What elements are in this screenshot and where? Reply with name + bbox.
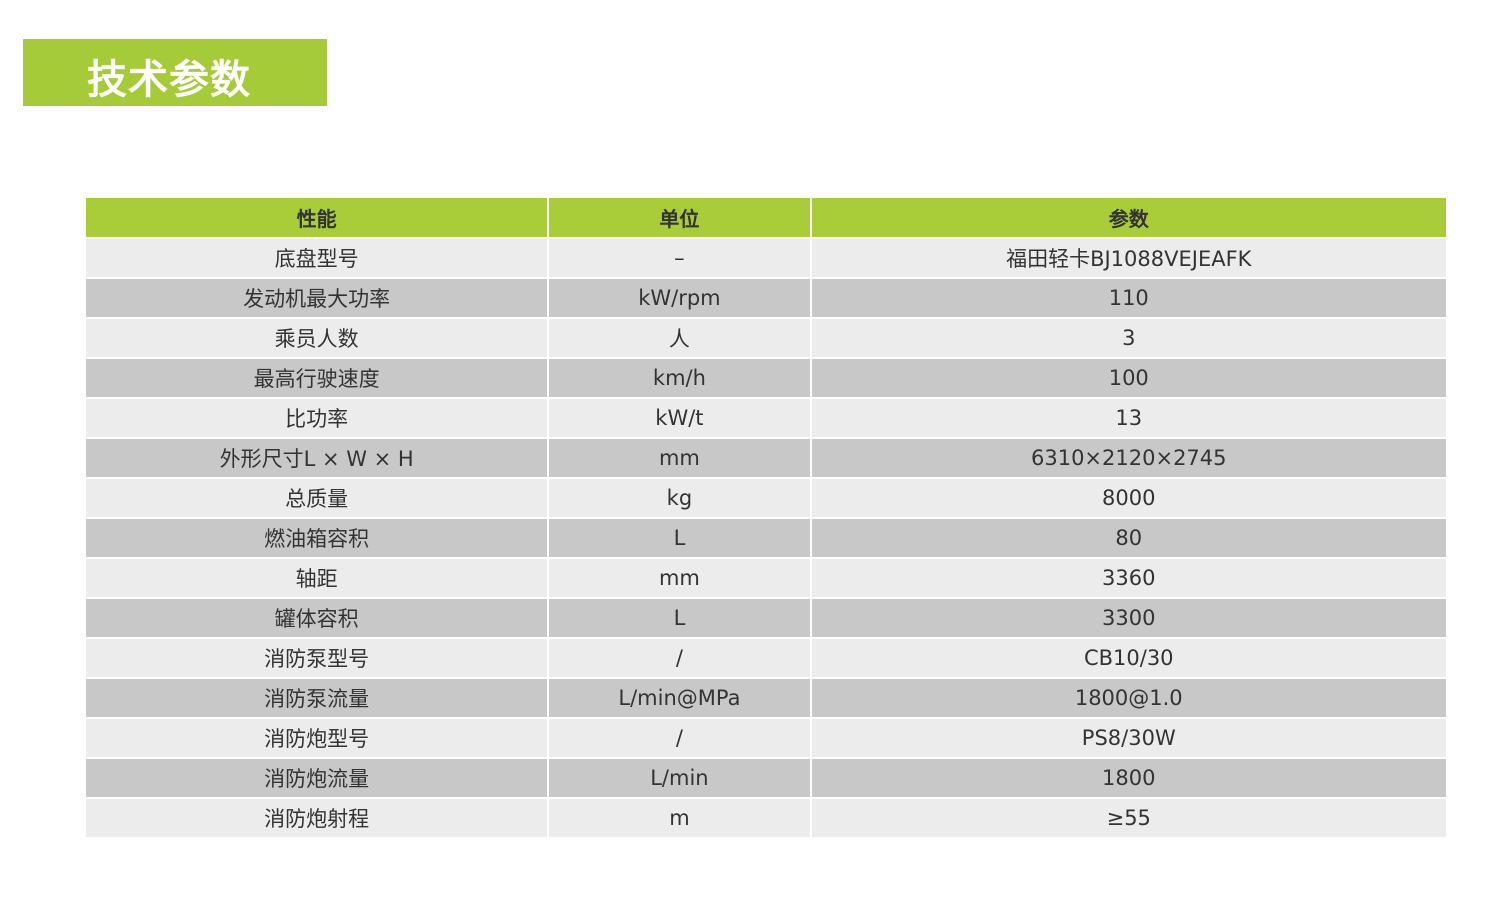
cell-parameter: 3300 [811, 599, 1446, 637]
cell-performance: 罐体容积 [86, 599, 548, 637]
cell-performance: 最高行驶速度 [86, 359, 548, 397]
title-banner: 技术参数 [23, 39, 327, 106]
cell-parameter: 100 [811, 359, 1446, 397]
cell-unit: mm [549, 439, 810, 477]
cell-parameter: 13 [811, 399, 1446, 437]
table-row: 轴距 mm 3360 [86, 559, 1446, 597]
table-row: 比功率 kW/t 13 [86, 399, 1446, 437]
header-unit: 单位 [549, 198, 810, 237]
cell-unit: L/min [549, 759, 810, 797]
table-row: 消防泵型号 / CB10/30 [86, 639, 1446, 677]
cell-parameter: 3 [811, 319, 1446, 357]
cell-unit: kW/rpm [549, 279, 810, 317]
cell-unit: L [549, 599, 810, 637]
cell-unit: kW/t [549, 399, 810, 437]
table-row: 发动机最大功率 kW/rpm 110 [86, 279, 1446, 317]
cell-parameter: PS8/30W [811, 719, 1446, 757]
table-row: 总质量 kg 8000 [86, 479, 1446, 517]
table-row: 燃油箱容积 L 80 [86, 519, 1446, 557]
cell-performance: 消防炮流量 [86, 759, 548, 797]
table-header-row: 性能 单位 参数 [86, 198, 1446, 237]
cell-unit: L/min@MPa [549, 679, 810, 717]
cell-performance: 外形尺寸L × W × H [86, 439, 548, 477]
cell-performance: 总质量 [86, 479, 548, 517]
cell-unit: mm [549, 559, 810, 597]
cell-unit: km/h [549, 359, 810, 397]
cell-unit: – [549, 239, 810, 277]
cell-unit: 人 [549, 319, 810, 357]
cell-performance: 消防炮射程 [86, 799, 548, 837]
table-row: 消防炮射程 m ≥55 [86, 799, 1446, 837]
table-row: 消防炮流量 L/min 1800 [86, 759, 1446, 797]
header-parameter: 参数 [811, 198, 1446, 237]
cell-unit: / [549, 639, 810, 677]
header-performance: 性能 [86, 198, 548, 237]
table-row: 底盘型号 – 福田轻卡BJ1088VEJEAFK [86, 239, 1446, 277]
cell-unit: kg [549, 479, 810, 517]
cell-parameter: CB10/30 [811, 639, 1446, 677]
cell-performance: 比功率 [86, 399, 548, 437]
cell-parameter: 110 [811, 279, 1446, 317]
table-row: 消防泵流量 L/min@MPa 1800@1.0 [86, 679, 1446, 717]
cell-parameter: 80 [811, 519, 1446, 557]
cell-parameter: 8000 [811, 479, 1446, 517]
cell-performance: 消防泵流量 [86, 679, 548, 717]
spec-table: 性能 单位 参数 底盘型号 – 福田轻卡BJ1088VEJEAFK 发动机最大功率 kW… [84, 196, 1448, 839]
table-row: 最高行驶速度 km/h 100 [86, 359, 1446, 397]
cell-parameter: 1800 [811, 759, 1446, 797]
page-title: 技术参数 [87, 57, 251, 103]
cell-parameter: 1800@1.0 [811, 679, 1446, 717]
table-row: 乘员人数人 3 [86, 319, 1446, 357]
cell-parameter: ≥55 [811, 799, 1446, 837]
cell-performance: 燃油箱容积 [86, 519, 548, 557]
cell-performance: 消防泵型号 [86, 639, 548, 677]
cell-performance: 发动机最大功率 [86, 279, 548, 317]
table-row: 罐体容积 L 3300 [86, 599, 1446, 637]
cell-parameter: 6310×2120×2745 [811, 439, 1446, 477]
cell-unit: / [549, 719, 810, 757]
table-row: 消防炮型号 / PS8/30W [86, 719, 1446, 757]
cell-unit: L [549, 519, 810, 557]
cell-performance: 乘员人数 [86, 319, 548, 357]
cell-performance: 轴距 [86, 559, 548, 597]
cell-unit: m [549, 799, 810, 837]
cell-performance: 底盘型号 [86, 239, 548, 277]
cell-parameter: 福田轻卡BJ1088VEJEAFK [811, 239, 1446, 277]
cell-performance: 消防炮型号 [86, 719, 548, 757]
cell-parameter: 3360 [811, 559, 1446, 597]
